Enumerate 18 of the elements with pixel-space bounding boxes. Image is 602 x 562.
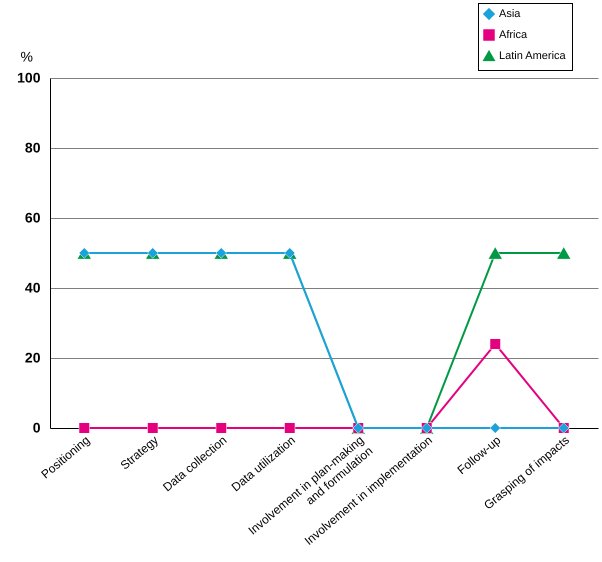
legend-label: Latin America [499,50,567,62]
legend-label: Africa [499,29,528,41]
point [147,422,158,434]
point [284,422,296,434]
point [490,338,501,350]
point [488,246,503,260]
point [490,422,501,434]
y-tick-label: 60 [24,210,41,226]
y-tick-label: 100 [17,70,41,86]
point [216,422,227,434]
y-tick-label: 20 [24,350,41,366]
point [556,246,572,260]
y-tick-label: 40 [24,280,41,296]
legend-label: Asia [499,8,522,20]
point [78,422,90,434]
y-tick-label: 0 [32,420,41,436]
y-tick-label: 80 [24,140,41,156]
y-axis-title: % [20,48,33,64]
